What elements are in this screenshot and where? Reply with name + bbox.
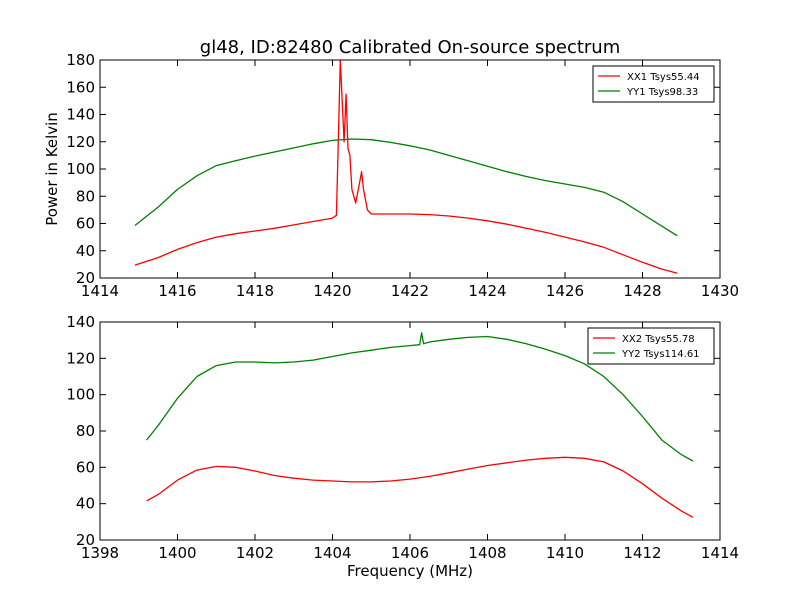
y-tick-label: 80	[76, 422, 95, 440]
chart-title: gl48, ID:82480 Calibrated On-source spec…	[200, 37, 620, 58]
series-line-1	[134, 59, 678, 274]
bottom-axis-ticks: 1398 1400 1402 1404 1406 1408 1410 1412 1414 20 40…	[66, 313, 739, 562]
legend-label: YY2 Tsys114.61	[621, 349, 700, 360]
series-line-2	[134, 138, 678, 237]
legend-label: XX2 Tsys55.78	[622, 334, 695, 345]
x-tick-label: 1420	[313, 282, 351, 300]
y-tick-label: 60	[76, 215, 95, 233]
y-tick-label: 40	[76, 242, 95, 260]
top-legend: XX1 Tsys55.44 YY1 Tsys98.33	[592, 65, 715, 103]
series-line-2	[145, 332, 694, 462]
x-tick-label: 1404	[313, 544, 351, 562]
bottom-legend: XX2 Tsys55.78 YY2 Tsys114.61	[587, 327, 715, 365]
legend-label: XX1 Tsys55.44	[627, 72, 700, 83]
top-series-layer	[134, 59, 678, 274]
y-tick-label: 20	[76, 531, 95, 549]
legend-box	[592, 65, 715, 103]
y-axis-label: Power in Kelvin	[43, 112, 61, 226]
legend-box	[587, 327, 715, 365]
legend-label: YY1 Tsys98.33	[626, 87, 698, 98]
x-tick-label: 1418	[236, 282, 274, 300]
bottom-spectrum-panel: Frequency (MHz) 1398 1400 1402 1404 1406 1408…	[66, 313, 739, 580]
y-tick-label: 160	[66, 78, 95, 96]
x-tick-label: 1408	[468, 544, 506, 562]
x-tick-label: 1406	[391, 544, 429, 562]
x-tick-label: 1424	[468, 282, 506, 300]
x-tick-label: 1422	[391, 282, 429, 300]
y-tick-label: 120	[66, 349, 95, 367]
x-tick-label: 1398	[81, 544, 119, 562]
x-tick-label: 1402	[236, 544, 274, 562]
y-tick-label: 60	[76, 458, 95, 476]
y-tick-label: 80	[76, 187, 95, 205]
x-tick-label: 1400	[158, 544, 196, 562]
x-tick-label: 1410	[546, 544, 584, 562]
y-tick-label: 140	[66, 106, 95, 124]
x-tick-label: 1430	[701, 282, 739, 300]
y-tick-label: 20	[76, 269, 95, 287]
series-line-1	[146, 456, 694, 518]
y-tick-label: 100	[66, 160, 95, 178]
y-tick-label: 40	[76, 495, 95, 513]
y-tick-label: 140	[66, 313, 95, 331]
x-tick-label: 1414	[701, 544, 739, 562]
top-axis-ticks: 1414 1416 1418 1420 1422 1424 1426 1428 1430 20 40…	[66, 51, 739, 300]
x-tick-label: 1414	[81, 282, 119, 300]
x-axis-label: Frequency (MHz)	[347, 562, 473, 580]
x-tick-label: 1428	[623, 282, 661, 300]
bottom-series-layer	[145, 332, 694, 518]
x-tick-label: 1412	[623, 544, 661, 562]
x-tick-label: 1426	[546, 282, 584, 300]
top-spectrum-panel: gl48, ID:82480 Calibrated On-source spec…	[43, 37, 739, 300]
x-tick-label: 1416	[158, 282, 196, 300]
y-tick-label: 120	[66, 133, 95, 151]
y-tick-label: 100	[66, 386, 95, 404]
y-tick-label: 180	[66, 51, 95, 69]
